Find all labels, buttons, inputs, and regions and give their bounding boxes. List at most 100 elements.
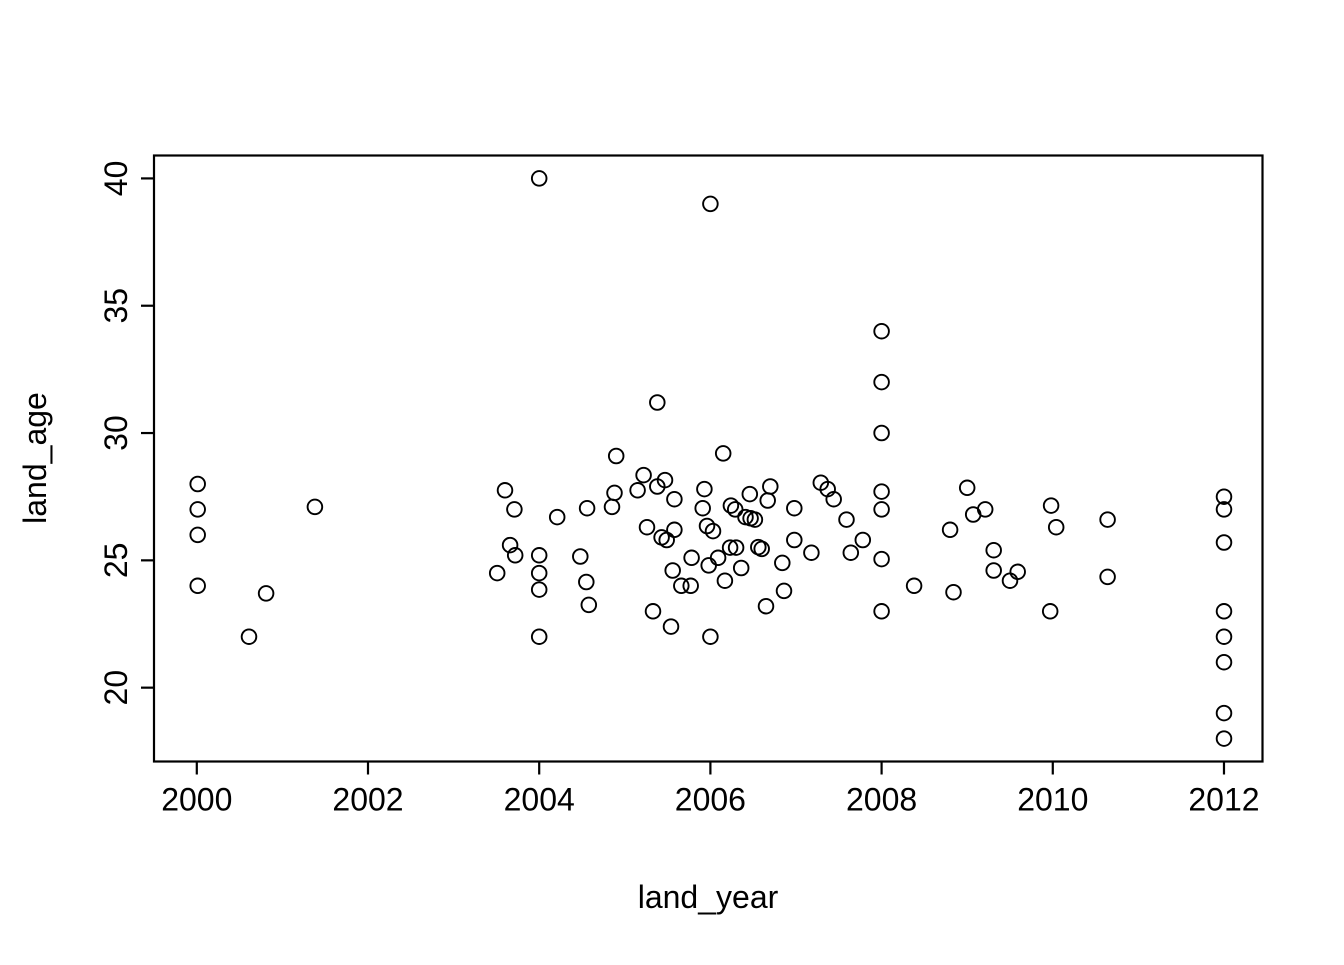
data-point xyxy=(786,499,803,517)
x-tick-label: 2004 xyxy=(504,782,575,818)
data-point xyxy=(306,498,324,516)
data-point xyxy=(985,541,1002,559)
y-axis-ticks: 20 25 30 35 40 xyxy=(98,161,154,705)
x-tick-label: 2002 xyxy=(332,782,403,818)
x-tick-label: 2008 xyxy=(846,782,917,818)
data-point xyxy=(700,557,717,574)
data-point xyxy=(496,482,514,499)
data-point xyxy=(607,447,625,465)
data-point xyxy=(606,484,623,502)
data-point xyxy=(873,603,890,620)
data-point xyxy=(873,424,890,442)
data-point xyxy=(578,573,595,591)
data-point xyxy=(664,562,681,579)
x-tick-label: 2012 xyxy=(1188,782,1259,818)
data-point xyxy=(682,577,699,595)
data-points xyxy=(189,170,1233,747)
data-point xyxy=(775,582,793,600)
data-point xyxy=(240,628,258,645)
x-tick-label: 2010 xyxy=(1017,782,1088,818)
data-point xyxy=(721,539,739,556)
data-point xyxy=(704,522,722,540)
data-point xyxy=(774,554,791,572)
data-point xyxy=(635,466,652,484)
data-point xyxy=(1215,534,1233,551)
data-point xyxy=(1215,488,1233,505)
data-point xyxy=(1215,704,1233,722)
y-tick-label: 30 xyxy=(98,415,134,451)
y-tick-label: 35 xyxy=(98,288,134,324)
data-point xyxy=(1099,511,1116,528)
y-tick-label: 40 xyxy=(98,161,134,197)
data-point xyxy=(530,170,548,187)
data-point xyxy=(1009,563,1026,581)
data-point xyxy=(854,531,872,549)
plot-border xyxy=(152,154,1264,763)
data-point xyxy=(702,195,719,213)
y-tick-label: 25 xyxy=(98,543,134,579)
data-point xyxy=(1099,568,1116,586)
data-point xyxy=(644,603,662,620)
data-point xyxy=(578,499,596,517)
data-point xyxy=(1215,653,1233,671)
data-point xyxy=(1042,497,1060,514)
data-point xyxy=(722,497,740,514)
data-point xyxy=(189,577,206,595)
data-point xyxy=(506,547,524,564)
data-point xyxy=(506,501,523,518)
data-point xyxy=(696,480,713,498)
data-point xyxy=(762,478,779,495)
data-point xyxy=(530,564,548,582)
data-point xyxy=(603,498,621,516)
data-point xyxy=(726,501,744,518)
data-point xyxy=(905,577,923,595)
data-point xyxy=(662,618,680,635)
data-point xyxy=(803,544,820,561)
data-point xyxy=(945,583,962,601)
x-axis-ticks: 2000 2002 2004 2006 2008 2010 2012 xyxy=(161,761,1260,818)
data-point xyxy=(838,511,855,528)
data-point xyxy=(649,394,666,411)
data-point xyxy=(548,508,566,526)
data-point xyxy=(873,550,890,568)
data-point xyxy=(694,499,711,517)
data-point xyxy=(189,501,206,518)
data-point xyxy=(759,492,776,509)
data-point xyxy=(1041,603,1059,620)
x-axis-title: land_year xyxy=(638,879,779,915)
data-point xyxy=(786,531,803,549)
data-point xyxy=(189,526,206,544)
data-point xyxy=(985,562,1002,579)
data-point xyxy=(741,485,759,503)
data-point xyxy=(873,483,890,500)
data-point xyxy=(530,581,548,598)
data-point xyxy=(716,572,734,589)
data-point xyxy=(732,559,750,577)
x-tick-label: 2006 xyxy=(675,782,746,818)
data-point xyxy=(958,479,976,497)
data-point xyxy=(1001,572,1019,589)
data-point xyxy=(941,521,959,539)
data-point xyxy=(666,521,683,539)
data-point xyxy=(757,597,775,615)
data-point xyxy=(501,536,519,554)
data-point xyxy=(1215,730,1233,747)
y-axis-title: land_age xyxy=(17,392,53,524)
data-point xyxy=(488,564,506,582)
data-point xyxy=(189,475,206,493)
data-point xyxy=(702,628,719,645)
data-point xyxy=(580,596,598,614)
data-point xyxy=(666,490,683,508)
data-point xyxy=(976,501,994,518)
data-point xyxy=(842,544,860,561)
data-point xyxy=(1215,628,1233,645)
data-point xyxy=(530,628,548,645)
data-point xyxy=(638,518,656,536)
data-point xyxy=(673,577,690,595)
data-point xyxy=(572,548,589,565)
data-point xyxy=(873,373,890,391)
data-point xyxy=(873,501,890,518)
data-point xyxy=(656,471,674,489)
